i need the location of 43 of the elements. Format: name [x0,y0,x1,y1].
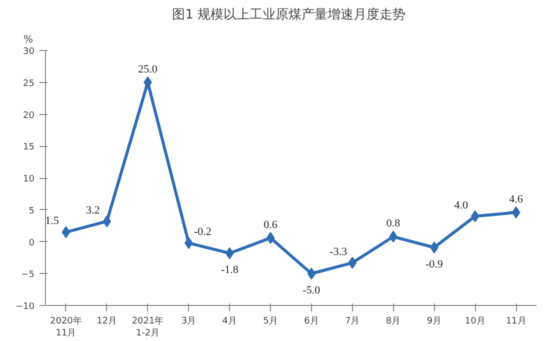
y-tick-label: 20 [23,110,35,121]
data-label: -0.9 [426,258,444,270]
x-tick-label: 12月 [96,316,118,326]
x-tick-label: 8月 [386,316,401,326]
data-label: -5.0 [302,284,321,297]
data-label: 25.0 [138,63,158,76]
x-tick-label: 10月 [464,316,486,326]
y-tick-label: 15 [23,142,34,153]
data-label: 4.0 [454,199,468,212]
chart-title: 图1 规模以上工业原煤产量增速月度走势 [172,6,406,22]
x-tick-label: 7月 [345,316,360,326]
data-label: 0.6 [264,218,278,231]
x-tick-label: 4月 [222,316,237,326]
y-tick-label: 10 [23,174,35,184]
y-tick-label: −10 [16,302,35,312]
point [225,247,234,260]
x-tick-label: 3月 [181,316,196,326]
data-label: 4.6 [509,193,524,206]
point [266,232,275,244]
y-axis-title: % [24,34,34,46]
y-tick-label: 0 [28,238,35,248]
data-label: 1.5 [45,215,60,228]
data-label: -3.3 [330,246,348,258]
point [62,226,70,238]
point [348,256,357,269]
point [470,210,480,222]
y-tick-label: −5 [21,270,35,280]
y-tick-label: 5 [28,206,35,216]
point [512,206,520,218]
point [307,268,316,280]
x-tick-label: 2020年 11月 [50,316,82,338]
data-label: -1.8 [220,264,239,276]
y-tick-label: 30 [23,47,35,57]
data-label: -0.2 [194,226,212,238]
y-tick-label: 25 [23,78,34,89]
point [102,215,112,228]
x-tick-label: 5月 [263,316,278,326]
data-label: 3.2 [86,204,100,216]
x-tick-label: 9月 [426,316,442,326]
x-tick-label: 11月 [506,316,526,326]
data-label: 0.8 [386,218,401,230]
x-tick-label: 6月 [304,316,319,326]
x-tick-label: 2021年 1-2月 [132,316,164,338]
